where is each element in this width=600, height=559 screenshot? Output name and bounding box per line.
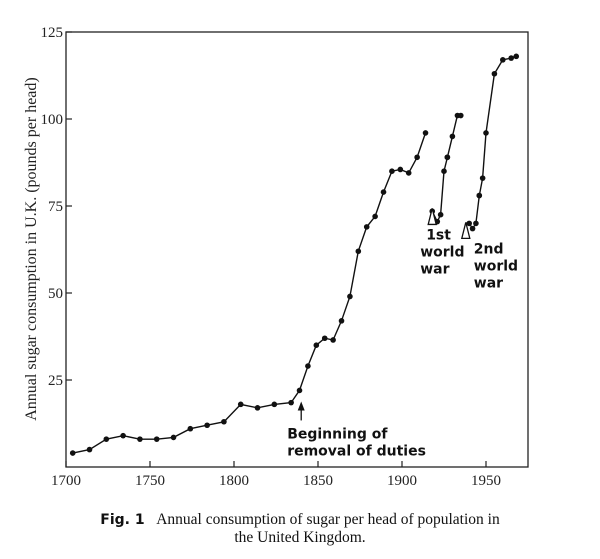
data-point	[254, 405, 261, 411]
data-point	[397, 166, 404, 173]
ww1-marker-icon	[427, 208, 438, 226]
x-tick-label: 1850	[303, 473, 333, 489]
x-tick-label: 1700	[51, 473, 81, 489]
data-series	[69, 53, 520, 456]
ww1-annotation-line: 1st	[426, 227, 451, 243]
y-tick-label: 75	[48, 199, 63, 215]
data-point	[170, 434, 177, 441]
data-point	[296, 387, 303, 394]
data-point	[137, 436, 143, 442]
y-tick-label: 125	[41, 25, 64, 41]
ww2-annotation-line: 2nd	[474, 241, 504, 257]
y-tick-label: 25	[48, 373, 63, 389]
data-point	[405, 170, 412, 176]
data-point	[363, 224, 370, 230]
data-point	[204, 422, 210, 429]
data-point	[500, 57, 506, 63]
data-point	[120, 432, 126, 439]
data-point	[441, 168, 447, 174]
data-point	[355, 248, 362, 255]
data-point	[458, 112, 464, 119]
data-point	[380, 189, 387, 195]
x-tick-label: 1750	[135, 473, 165, 489]
data-point	[237, 401, 244, 408]
ww1-annotation-line: war	[420, 261, 449, 277]
duties-annotation-line: removal of duties	[287, 443, 426, 459]
data-point	[372, 213, 378, 220]
data-point	[338, 318, 345, 324]
x-tick-label: 1800	[219, 473, 249, 489]
data-point	[389, 168, 395, 174]
data-point	[288, 399, 294, 406]
duties-arrow-head	[297, 401, 305, 411]
data-point	[347, 293, 353, 300]
data-point	[466, 220, 473, 227]
y-tick-label: 50	[48, 286, 63, 302]
data-point	[271, 401, 278, 408]
y-tick-label: 100	[41, 112, 64, 128]
data-point	[187, 425, 194, 432]
ww2-marker-icon	[460, 222, 471, 240]
data-point	[330, 337, 336, 343]
data-point	[69, 450, 76, 456]
data-point	[437, 211, 444, 218]
axis-ticks: 1700 1750 1800 1850 1900 1950 25 50 75 100 125	[41, 25, 502, 489]
data-point	[414, 154, 420, 161]
x-tick-label: 1900	[387, 473, 417, 489]
data-point	[221, 418, 227, 425]
caption-line-1: Annual consumption of sugar per head of …	[156, 511, 500, 528]
data-point	[479, 175, 486, 181]
series-line-ww2	[468, 195, 480, 230]
data-point	[313, 342, 320, 349]
sugar-consumption-chart: 1700 1750 1800 1850 1900 1950 25 50 75 100 125 Beg…	[23, 25, 529, 489]
figure-caption: Fig. 1 Annual consumption of sugar per h…	[0, 511, 600, 546]
data-point	[469, 225, 476, 232]
data-point	[473, 220, 479, 227]
caption-line-2: the United Kingdom.	[234, 529, 366, 546]
series-line-pre-war	[72, 132, 427, 454]
x-tick-label: 1950	[471, 473, 501, 489]
data-point	[86, 446, 93, 453]
y-axis-title: Annual sugar consumption in U.K. (pounds…	[23, 77, 40, 421]
data-point	[103, 436, 110, 442]
data-point	[153, 436, 160, 442]
data-point	[305, 363, 311, 369]
duties-annotation-line: Beginning of	[287, 426, 388, 442]
data-point	[508, 55, 514, 61]
data-point	[321, 335, 328, 342]
ww2-annotation-line: world	[474, 258, 518, 274]
plot-frame	[65, 31, 529, 468]
ww1-annotation-line: world	[420, 244, 464, 260]
data-point	[422, 130, 429, 136]
series-line-post-war	[478, 55, 517, 196]
data-point	[444, 154, 451, 161]
data-point	[483, 130, 489, 136]
data-point	[449, 133, 456, 140]
ww2-annotation-line: war	[474, 275, 503, 291]
data-point	[476, 192, 483, 199]
figure-label: Fig. 1	[100, 512, 145, 528]
data-point	[513, 53, 520, 60]
data-point	[491, 70, 498, 77]
